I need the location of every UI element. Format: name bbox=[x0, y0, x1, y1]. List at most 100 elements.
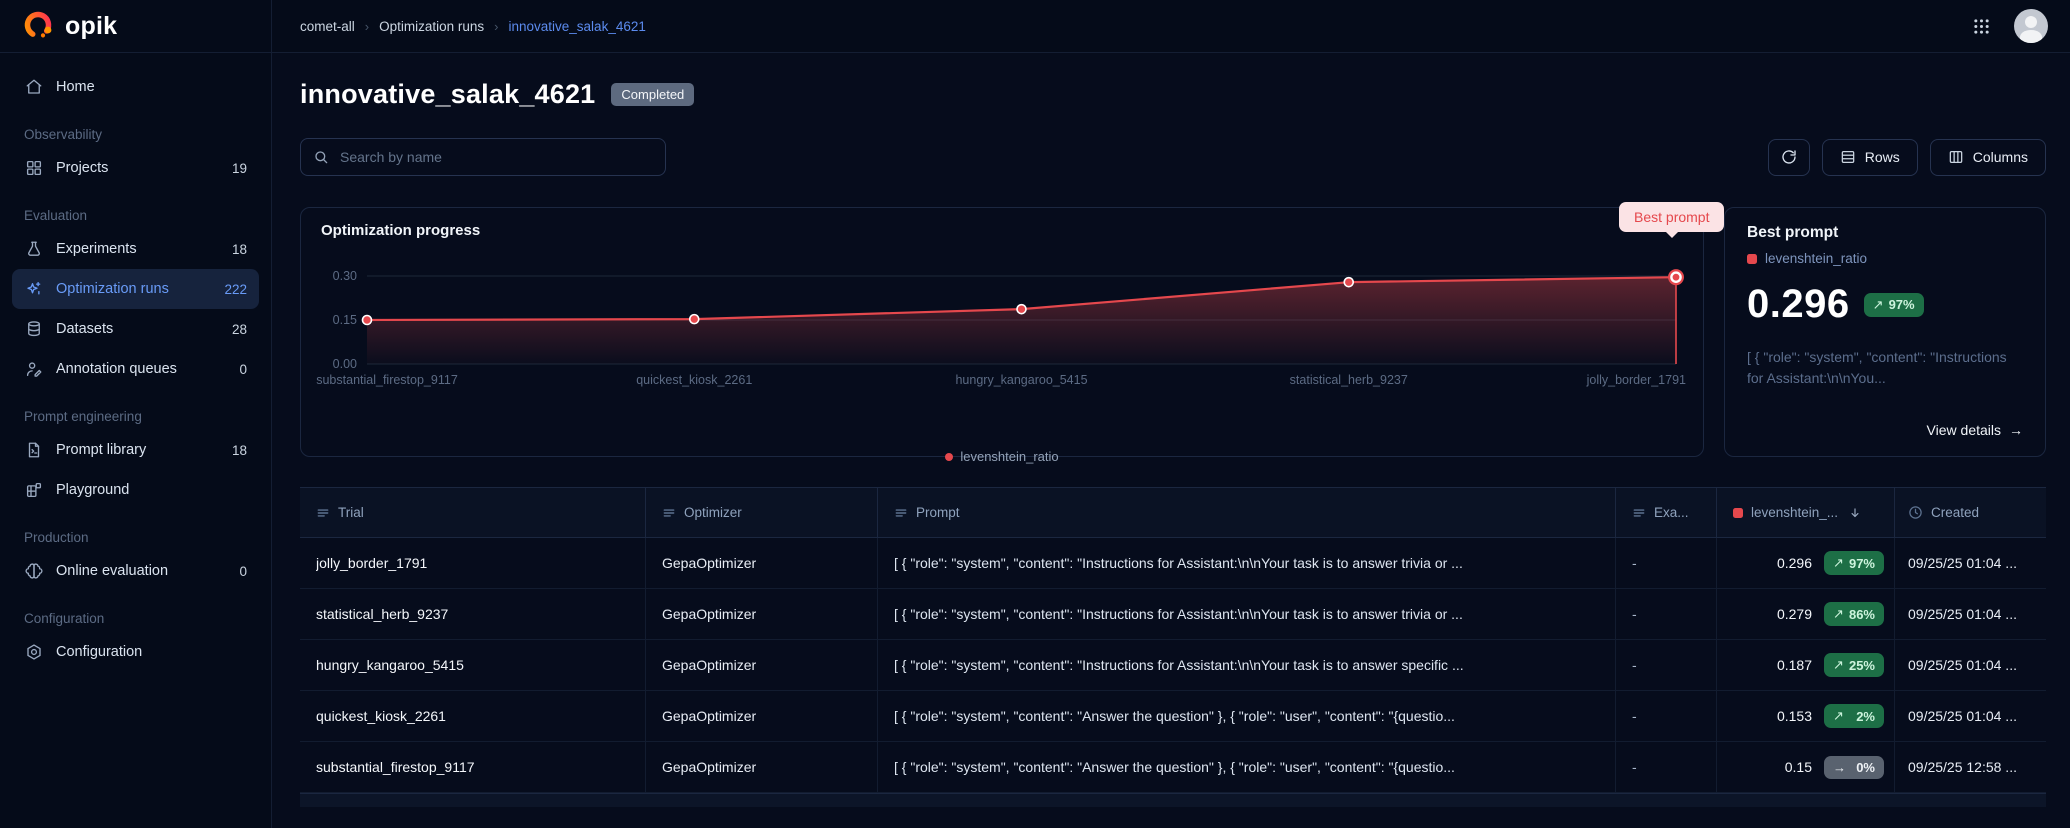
logo[interactable]: opik bbox=[0, 0, 271, 53]
table-footer bbox=[300, 793, 2046, 807]
created-value: 09/25/25 12:58 ... bbox=[1908, 759, 2017, 775]
rows-button[interactable]: Rows bbox=[1821, 138, 1918, 176]
best-prompt-metric: levenshtein_ratio bbox=[1747, 251, 2023, 266]
sidebar-item-configuration[interactable]: Configuration bbox=[12, 632, 259, 672]
page-content: innovative_salak_4621 Completed bbox=[272, 53, 2070, 828]
trial-link[interactable]: statistical_herb_9237 bbox=[316, 606, 449, 622]
score-value: 0.15 bbox=[1784, 759, 1812, 775]
chart-row: Optimization progress 0.30 0.15 0.00 substa… bbox=[300, 202, 2046, 464]
sidebar-item-experiments[interactable]: Experiments 18 bbox=[12, 229, 259, 269]
sidebar-item-label: Configuration bbox=[56, 644, 143, 660]
sidebar-section-evaluation: Evaluation bbox=[24, 208, 88, 223]
sidebar-item-label: Projects bbox=[56, 160, 109, 176]
sidebar-section-configuration: Configuration bbox=[24, 611, 105, 626]
column-header-trial[interactable]: Trial bbox=[300, 488, 646, 537]
optimizer-value: GepaOptimizer bbox=[662, 657, 757, 673]
sparkles-icon bbox=[24, 279, 44, 299]
trending-up-icon: ↗ bbox=[1833, 606, 1844, 621]
sort-desc-icon[interactable] bbox=[1848, 506, 1862, 520]
search-box bbox=[300, 138, 666, 176]
sidebar-item-playground[interactable]: Playground bbox=[12, 470, 259, 510]
status-badge: Completed bbox=[611, 83, 695, 106]
column-header-prompt[interactable]: Prompt bbox=[878, 488, 1616, 537]
sidebar-item-home[interactable]: Home bbox=[12, 67, 259, 107]
columns-button-label: Columns bbox=[1972, 149, 2028, 165]
view-details-link[interactable]: View details → bbox=[1927, 422, 2023, 442]
brand-name: opik bbox=[65, 11, 118, 40]
optimization-progress-panel: Optimization progress 0.30 0.15 0.00 substa… bbox=[300, 202, 1725, 464]
chart-point[interactable] bbox=[361, 314, 373, 326]
column-header-created[interactable]: Created bbox=[1895, 488, 2046, 537]
sidebar-item-annotation-queues[interactable]: Annotation queues 0 bbox=[12, 349, 259, 389]
score-value: 0.279 bbox=[1776, 606, 1812, 622]
trial-link[interactable]: substantial_firestop_9117 bbox=[316, 759, 475, 775]
svg-text:0.15: 0.15 bbox=[333, 313, 357, 327]
chart-point[interactable] bbox=[1343, 276, 1355, 288]
svg-text:0.00: 0.00 bbox=[333, 357, 357, 371]
apps-grid-icon[interactable] bbox=[1966, 11, 1996, 41]
breadcrumb-optimization-runs[interactable]: Optimization runs bbox=[379, 18, 485, 34]
breadcrumb-workspace[interactable]: comet-all bbox=[300, 18, 355, 34]
sidebar-item-count: 19 bbox=[231, 160, 247, 176]
best-value: 0.296 bbox=[1747, 282, 1850, 326]
score-value: 0.153 bbox=[1776, 708, 1812, 724]
avatar[interactable] bbox=[2014, 9, 2048, 43]
metric-name: levenshtein_ratio bbox=[1765, 251, 1868, 266]
main-area: comet-all › Optimization runs › innovati… bbox=[272, 0, 2070, 828]
table-header-row: Trial Optimizer Prompt Exa... bbox=[300, 488, 2046, 538]
created-value: 09/25/25 01:04 ... bbox=[1908, 606, 2017, 622]
chart-point[interactable] bbox=[1016, 303, 1027, 315]
sidebar-item-label: Datasets bbox=[56, 321, 114, 337]
table-row[interactable]: quickest_kiosk_2261 GepaOptimizer [ { "r… bbox=[300, 691, 2046, 742]
sidebar-item-online-evaluation[interactable]: Online evaluation 0 bbox=[12, 551, 259, 591]
columns-icon bbox=[1948, 149, 1964, 165]
best-prompt-tooltip: Best prompt bbox=[1619, 202, 1725, 232]
trial-link[interactable]: quickest_kiosk_2261 bbox=[316, 708, 446, 724]
sidebar-item-optimization-runs[interactable]: Optimization runs 222 bbox=[12, 269, 259, 309]
column-header-levenshtein[interactable]: levenshtein_... bbox=[1717, 488, 1895, 537]
trend-badge: ↗ 2% bbox=[1824, 704, 1884, 728]
optimization-chart[interactable]: 0.30 0.15 0.00 substantial_firestop_9117 qui… bbox=[316, 253, 1686, 393]
column-header-examples[interactable]: Exa... bbox=[1616, 488, 1717, 537]
user-pencil-icon bbox=[24, 359, 44, 379]
chart-point[interactable] bbox=[688, 313, 700, 325]
table-row[interactable]: statistical_herb_9237 GepaOptimizer [ { … bbox=[300, 589, 2046, 640]
sidebar-item-datasets[interactable]: Datasets 28 bbox=[12, 309, 259, 349]
trial-link[interactable]: jolly_border_1791 bbox=[316, 555, 428, 571]
refresh-button[interactable] bbox=[1767, 138, 1810, 176]
trend-badge: ↗ 97% bbox=[1863, 292, 1924, 317]
rows-button-label: Rows bbox=[1864, 149, 1900, 165]
trending-up-icon: ↗ bbox=[1872, 296, 1884, 312]
sidebar-item-label: Playground bbox=[56, 482, 130, 498]
trending-up-icon: ↗ bbox=[1833, 708, 1844, 723]
trials-table: Trial Optimizer Prompt Exa... bbox=[300, 487, 2046, 807]
sidebar-item-count: 0 bbox=[239, 361, 247, 377]
brain-icon bbox=[24, 561, 44, 581]
table-row[interactable]: hungry_kangaroo_5415 GepaOptimizer [ { "… bbox=[300, 640, 2046, 691]
toolbar-right: Rows Columns bbox=[1767, 138, 2046, 176]
sidebar-item-prompt-library[interactable]: Prompt library 18 bbox=[12, 430, 259, 470]
trending-up-icon: ↗ bbox=[1833, 657, 1844, 672]
topbar: comet-all › Optimization runs › innovati… bbox=[272, 0, 2070, 53]
sidebar-item-count: 18 bbox=[231, 241, 247, 257]
column-header-optimizer[interactable]: Optimizer bbox=[646, 488, 878, 537]
file-terminal-icon bbox=[24, 440, 44, 460]
x-axis-label: quickest_kiosk_2261 bbox=[636, 373, 752, 387]
columns-button[interactable]: Columns bbox=[1929, 138, 2046, 176]
metric-square-icon bbox=[1733, 507, 1743, 518]
trial-link[interactable]: hungry_kangaroo_5415 bbox=[316, 657, 464, 673]
svg-text:0.30: 0.30 bbox=[333, 269, 357, 283]
layout-icon bbox=[24, 480, 44, 500]
examples-value: - bbox=[1632, 708, 1637, 724]
table-row[interactable]: jolly_border_1791 GepaOptimizer [ { "rol… bbox=[300, 538, 2046, 589]
chevron-right-icon: › bbox=[494, 18, 499, 34]
table-row[interactable]: substantial_firestop_9117 GepaOptimizer … bbox=[300, 742, 2046, 793]
search-input[interactable] bbox=[338, 148, 653, 166]
x-axis-label: statistical_herb_9237 bbox=[1290, 373, 1408, 387]
clock-icon bbox=[1908, 505, 1923, 520]
chart-body: 0.30 0.15 0.00 substantial_firestop_9117 qui… bbox=[316, 253, 1686, 464]
breadcrumb-current[interactable]: innovative_salak_4621 bbox=[508, 18, 646, 34]
score-value: 0.187 bbox=[1776, 657, 1812, 673]
sidebar-item-projects[interactable]: Projects 19 bbox=[12, 148, 259, 188]
